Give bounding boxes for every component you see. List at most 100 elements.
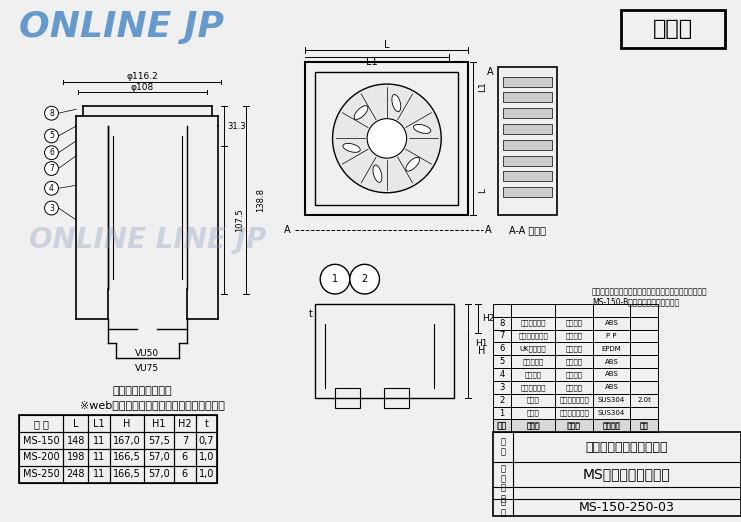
Text: SUS304: SUS304 [598, 410, 625, 416]
Text: 3: 3 [49, 204, 54, 212]
Bar [555, 407, 593, 419]
Bar [493, 317, 511, 329]
Text: 248: 248 [67, 469, 85, 479]
Bar [511, 394, 555, 407]
Bar [110, 432, 144, 449]
Text: 品
名: 品 名 [500, 437, 505, 457]
Text: A: A [285, 225, 291, 235]
Text: ステンレス鋼板: ステンレス鋼板 [559, 397, 589, 404]
Ellipse shape [373, 165, 382, 182]
Bar [593, 407, 631, 419]
Text: 6: 6 [182, 453, 188, 462]
Bar [110, 449, 144, 466]
Text: L: L [478, 188, 487, 193]
Bar [622, 10, 725, 48]
Bar [493, 419, 511, 432]
Bar [19, 432, 64, 449]
Bar [64, 466, 88, 483]
Circle shape [44, 146, 59, 160]
Circle shape [44, 129, 59, 143]
Text: 合成樹脂: 合成樹脂 [565, 333, 582, 339]
Text: 番号: 番号 [497, 421, 507, 430]
Text: ＊排水ユニット套の番号は、サイズにより異なります。
MS-150-Bのフタはコの字型です。: ＊排水ユニット套の番号は、サイズにより異なります。 MS-150-Bのフタはコの… [592, 287, 708, 306]
Text: 167,0: 167,0 [113, 436, 141, 446]
Bar [493, 381, 511, 394]
Bar [19, 466, 64, 483]
Bar [493, 304, 511, 317]
Text: P P: P P [606, 333, 617, 339]
Text: 図
番: 図 番 [500, 497, 505, 517]
Text: VU75: VU75 [136, 363, 159, 373]
Text: 部品名: 部品名 [526, 421, 540, 430]
Text: 6: 6 [49, 148, 54, 157]
Text: 寸
法: 寸 法 [500, 484, 505, 503]
Text: A: A [485, 225, 491, 235]
Text: 4: 4 [49, 184, 54, 193]
Text: 品
番: 品 番 [500, 464, 505, 483]
Bar [19, 449, 64, 466]
Text: 166,5: 166,5 [113, 453, 141, 462]
Bar [631, 394, 658, 407]
Bar [555, 317, 593, 329]
Bar [555, 304, 593, 317]
Circle shape [44, 162, 59, 175]
Bar [315, 304, 453, 398]
Bar [503, 77, 552, 87]
Text: フ　タ: フ タ [527, 397, 539, 404]
Text: VU50: VU50 [136, 349, 159, 358]
Text: ABS: ABS [605, 384, 619, 390]
Text: 合成ゴム: 合成ゴム [565, 346, 582, 352]
Bar [88, 449, 110, 466]
Ellipse shape [413, 124, 431, 134]
Text: t: t [205, 419, 208, 429]
Bar [631, 419, 658, 432]
Circle shape [333, 84, 441, 193]
Bar [555, 419, 593, 432]
Bar [555, 368, 593, 381]
Bar [511, 342, 555, 355]
Bar [631, 317, 658, 329]
Text: 1,0: 1,0 [199, 453, 214, 462]
Text: 7: 7 [49, 164, 54, 173]
Text: L: L [384, 40, 390, 50]
Bar [503, 187, 552, 197]
Text: 材質記号: 材質記号 [602, 421, 621, 430]
Bar [19, 416, 217, 483]
Bar [593, 381, 631, 394]
Text: 5: 5 [499, 357, 505, 366]
Text: 浅型トラップ詳細図: 浅型トラップ詳細図 [113, 386, 172, 396]
Bar [196, 466, 217, 483]
Bar [511, 419, 555, 432]
Bar [555, 394, 593, 407]
Bar [511, 317, 555, 329]
Text: 品 番: 品 番 [33, 419, 49, 429]
Text: A-A 断面図: A-A 断面図 [509, 225, 546, 235]
Text: 107.5: 107.5 [235, 208, 244, 232]
Text: H1: H1 [153, 419, 166, 429]
Text: 166,5: 166,5 [113, 469, 141, 479]
Text: 57,0: 57,0 [148, 453, 170, 462]
Bar [19, 416, 64, 432]
Circle shape [44, 106, 59, 120]
Text: 合成樹脂: 合成樹脂 [565, 320, 582, 326]
Ellipse shape [392, 94, 401, 112]
Text: 57,5: 57,5 [148, 436, 170, 446]
Text: 198: 198 [67, 453, 85, 462]
Text: 148: 148 [67, 436, 85, 446]
Bar [503, 108, 552, 118]
Bar [493, 407, 511, 419]
Text: ABS: ABS [605, 372, 619, 377]
Text: ※web図面の為、等縮尺ではございません。: ※web図面の為、等縮尺ではございません。 [80, 400, 225, 410]
Circle shape [350, 264, 379, 294]
Bar [503, 124, 552, 134]
Text: 合成樹脂: 合成樹脂 [565, 358, 582, 365]
Bar [64, 416, 88, 432]
Text: A: A [487, 67, 494, 77]
Bar [631, 419, 658, 432]
Text: 備考: 備考 [640, 422, 648, 429]
Text: トラップ付排水ユニット: トラップ付排水ユニット [585, 441, 668, 454]
Bar [385, 388, 409, 408]
Bar [503, 92, 552, 102]
Bar [110, 466, 144, 483]
Bar [503, 140, 552, 150]
